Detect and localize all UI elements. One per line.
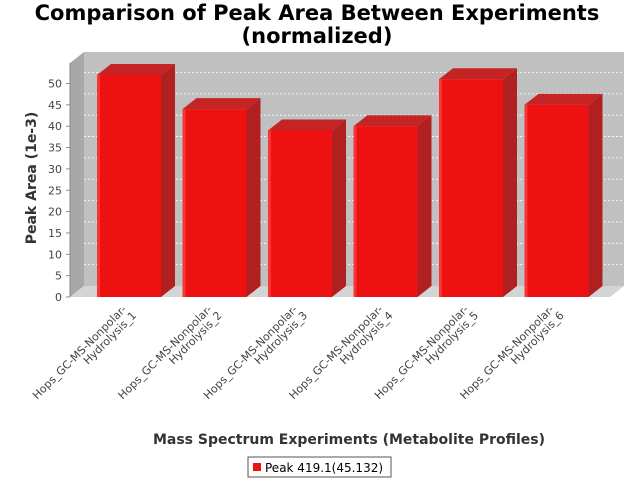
y-tick-label: 45 — [48, 99, 62, 112]
bar-side — [588, 93, 603, 297]
y-tick-label: 15 — [48, 227, 62, 240]
bar — [439, 68, 517, 297]
bar — [182, 98, 261, 298]
bar-side — [417, 115, 432, 297]
y-tick-label: 20 — [48, 206, 62, 219]
y-axis-title: Peak Area (1e-3) — [24, 112, 40, 245]
bar — [268, 119, 346, 297]
bar-front — [353, 126, 418, 297]
bar-top — [353, 115, 432, 127]
bar-front — [524, 104, 589, 297]
bar — [524, 93, 603, 297]
bar-top — [524, 93, 603, 105]
bar-highlight — [439, 79, 442, 297]
bar-highlight — [524, 104, 528, 297]
bar-side — [503, 68, 517, 297]
bar-front — [268, 130, 332, 297]
y-tick-label: 35 — [48, 142, 62, 155]
y-tick-label: 30 — [48, 163, 62, 176]
bars — [97, 63, 603, 298]
bar-highlight — [97, 74, 100, 298]
y-tick-label: 40 — [48, 120, 62, 133]
legend-label: Peak 419.1(45.132) — [265, 461, 383, 475]
chart-title-line-2: (normalized) — [242, 24, 393, 48]
y-axis: 0 5 10 15 20 25 30 35 40 45 50 — [48, 63, 71, 304]
bar-front — [182, 109, 247, 298]
legend: Peak 419.1(45.132) — [247, 456, 392, 478]
y-tick-label: 0 — [55, 291, 62, 304]
bar — [97, 63, 175, 298]
x-axis-title: Mass Spectrum Experiments (Metabolite Pr… — [153, 432, 545, 448]
bar-side — [246, 98, 261, 298]
legend-swatch — [253, 463, 261, 471]
bar-highlight — [182, 109, 186, 298]
plot-side-wall — [70, 52, 84, 297]
bar-front — [97, 74, 161, 298]
bar-highlight — [353, 126, 357, 297]
bar-side — [332, 119, 346, 297]
bar-side — [161, 63, 175, 298]
bar-front — [439, 79, 503, 297]
bar-top — [97, 63, 175, 75]
x-tick-label: Hops_GC-MS-Nonpolar- — [30, 303, 129, 402]
y-tick-label: 25 — [48, 184, 62, 197]
bar — [353, 115, 432, 297]
y-tick-label: 50 — [48, 78, 62, 91]
bar-top — [439, 68, 517, 80]
chart-title-line-1: Comparison of Peak Area Between Experime… — [35, 1, 600, 25]
category-labels: Hops_GC-MS-Nonpolar-Hydrolysis_1Hops_GC-… — [30, 303, 567, 402]
y-tick-label: 10 — [48, 248, 62, 261]
legend-box — [247, 456, 392, 478]
bar-highlight — [268, 130, 271, 297]
bar-top — [182, 98, 261, 110]
bar-top — [268, 119, 346, 131]
y-tick-label: 5 — [55, 270, 62, 283]
